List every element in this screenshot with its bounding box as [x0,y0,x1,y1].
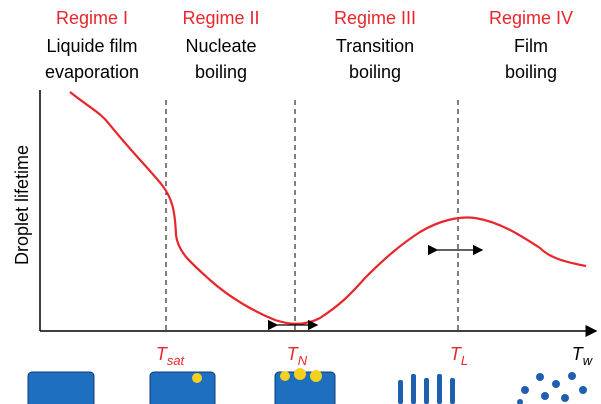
icon-film [27,371,95,404]
x-marker: TN [287,344,308,368]
marker-symbol: T [572,344,585,364]
marker-symbol: T [287,344,300,364]
x-marker: TL [450,344,468,368]
regime-title: Regime IV [489,8,573,28]
regime-desc: Film [514,36,548,56]
x-marker: Tw [572,344,594,368]
regime-title: Regime III [334,8,416,28]
marker-subscript: w [583,353,594,368]
regime-desc: Transition [336,36,414,56]
marker-subscript: L [461,353,468,368]
marker-subscript: N [298,353,308,368]
icon-nucleate [149,371,216,404]
regime-desc: boiling [195,62,247,82]
regime-title: Regime I [56,8,128,28]
regime-desc: boiling [505,62,557,82]
icon-dots [398,372,587,404]
lifetime-curve [69,91,587,325]
icon-bubble [192,373,202,383]
regime-icons [27,368,587,404]
icon-bubble [310,370,322,382]
marker-symbol: T [156,344,169,364]
regime-desc: boiling [349,62,401,82]
marker-subscript: sat [167,353,186,368]
icon-bubble [294,368,306,380]
regime-desc: Nucleate [185,36,256,56]
regime-desc: Liquide film [46,36,137,56]
marker-symbol: T [450,344,463,364]
icon-bubble [280,371,290,381]
regime-desc: evaporation [45,62,139,82]
regime-title: Regime II [182,8,259,28]
x-marker: Tsat [156,344,186,368]
y-axis-label: Droplet lifetime [12,145,32,265]
